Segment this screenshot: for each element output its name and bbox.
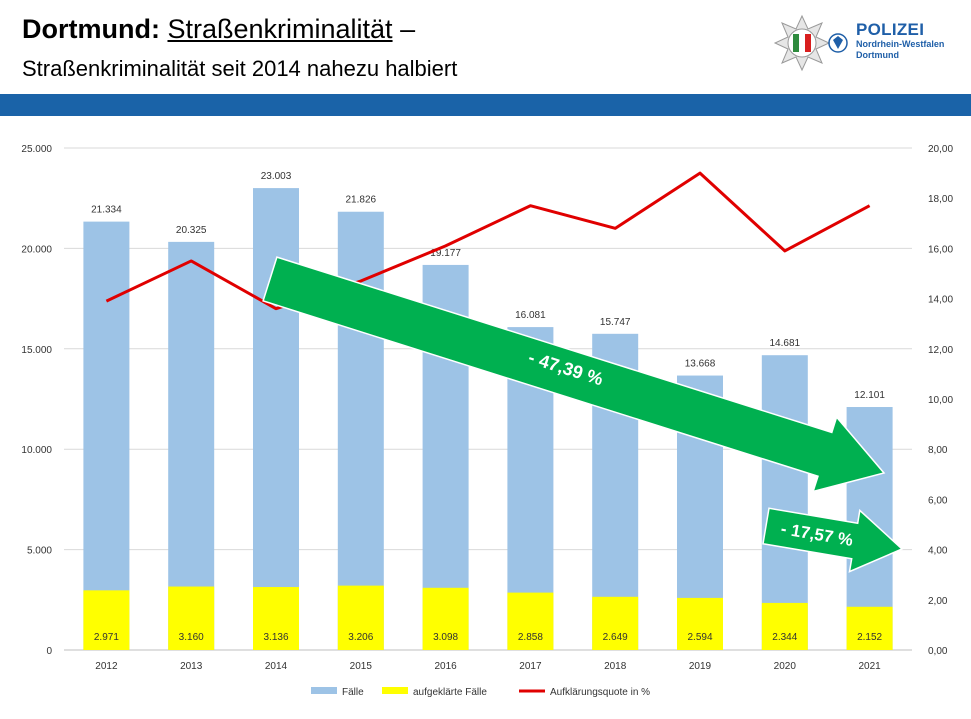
title-topic: Straßenkriminalität xyxy=(167,14,393,44)
bar-faelle xyxy=(168,241,215,650)
header-band xyxy=(0,94,971,116)
x-tick-label: 2020 xyxy=(774,661,797,672)
y-left-tick-label: 20.000 xyxy=(21,244,52,255)
legend-aufgeklaerte-faelle-label: aufgeklärte Fälle xyxy=(413,687,487,698)
bar-aufgeklaerte-faelle xyxy=(337,585,384,650)
title-dash: – xyxy=(400,14,416,44)
y-right-tick-label: 2,00 xyxy=(928,596,948,607)
data-label-faelle: 21.334 xyxy=(91,205,122,216)
x-tick-label: 2021 xyxy=(858,661,881,672)
y-left-tick-label: 0 xyxy=(46,646,52,657)
x-tick-label: 2013 xyxy=(180,661,203,672)
y-right-tick-label: 20,00 xyxy=(928,144,953,155)
data-label-faelle: 23.003 xyxy=(261,171,292,182)
bar-aufgeklaerte-faelle xyxy=(592,596,639,650)
data-label-faelle: 16.081 xyxy=(515,310,546,321)
logo-name: POLIZEI xyxy=(856,20,925,39)
police-logo: POLIZEI Nordrhein-Westfalen Dortmund xyxy=(772,14,962,74)
bar-faelle xyxy=(83,221,130,650)
logo-city: Dortmund xyxy=(856,50,899,60)
page-title: Dortmund: Straßenkriminalität – xyxy=(22,14,415,45)
legend-aufklaerungsquote-label: Aufklärungsquote in % xyxy=(550,687,650,698)
logo-region: Nordrhein-Westfalen xyxy=(856,39,945,49)
crime-chart: 21.334 2.971 20.325 3.160 23.003 3.136 21.826 3… xyxy=(21,144,953,698)
bar-aufgeklaerte-faelle xyxy=(253,587,299,650)
y-right-tick-label: 18,00 xyxy=(928,194,953,205)
line-aufklaerungsquote xyxy=(105,171,871,311)
data-label-faelle: 12.101 xyxy=(854,390,885,401)
y-right-tick-label: 16,00 xyxy=(928,244,953,255)
data-label-faelle: 13.668 xyxy=(685,359,716,370)
chart-quote-line xyxy=(105,171,871,311)
legend-faelle-swatch xyxy=(311,687,337,694)
x-tick-label: 2015 xyxy=(350,661,373,672)
bar-aufgeklaerte-faelle xyxy=(168,586,215,650)
chart-legend: Fälle aufgeklärte Fälle Aufklärungsquote i… xyxy=(311,687,650,698)
data-label-aufgeklaerte-faelle: 2.971 xyxy=(94,632,119,643)
data-label-faelle: 20.325 xyxy=(176,225,207,236)
data-label-faelle: 14.681 xyxy=(770,338,801,349)
legend-faelle-label: Fälle xyxy=(342,687,364,698)
y-right-tick-label: 12,00 xyxy=(928,345,953,356)
x-tick-label: 2018 xyxy=(604,661,627,672)
data-label-aufgeklaerte-faelle: 2.649 xyxy=(603,632,628,643)
data-label-aufgeklaerte-faelle: 3.160 xyxy=(179,632,204,643)
y-left-tick-label: 25.000 xyxy=(21,144,52,155)
data-label-aufgeklaerte-faelle: 2.858 xyxy=(518,632,543,643)
data-label-aufgeklaerte-faelle: 2.152 xyxy=(857,632,882,643)
y-left-tick-label: 10.000 xyxy=(21,445,52,456)
bar-faelle xyxy=(337,211,384,650)
data-label-aufgeklaerte-faelle: 3.136 xyxy=(263,632,288,643)
y-right-tick-label: 0,00 xyxy=(928,646,948,657)
y-left-tick-label: 15.000 xyxy=(21,345,52,356)
x-tick-label: 2016 xyxy=(434,661,457,672)
x-tick-label: 2019 xyxy=(689,661,712,672)
x-tick-label: 2014 xyxy=(265,661,288,672)
x-tick-label: 2012 xyxy=(95,661,118,672)
title-city: Dortmund: xyxy=(22,14,160,44)
trend-arrow-2019-2021 xyxy=(762,507,904,573)
trend-arrow-2014-2021 xyxy=(262,256,886,493)
y-right-tick-label: 10,00 xyxy=(928,395,953,406)
bar-faelle xyxy=(253,188,299,650)
data-label-faelle: 21.826 xyxy=(346,195,377,206)
data-label-faelle: 15.747 xyxy=(600,317,631,328)
chart-axes: 0 5.000 10.000 15.000 20.000 25.000 0,00 2,00 4,… xyxy=(21,144,953,672)
bar-aufgeklaerte-faelle xyxy=(507,592,554,650)
bar-aufgeklaerte-faelle xyxy=(677,597,723,650)
y-right-tick-label: 14,00 xyxy=(928,295,953,306)
bar-aufgeklaerte-faelle xyxy=(83,590,130,650)
y-left-tick-label: 5.000 xyxy=(27,546,52,557)
y-right-tick-label: 8,00 xyxy=(928,445,948,456)
bar-aufgeklaerte-faelle xyxy=(761,602,808,650)
data-label-aufgeklaerte-faelle: 2.344 xyxy=(772,632,797,643)
legend-aufgeklaerte-faelle-swatch xyxy=(382,687,408,694)
police-star-icon xyxy=(773,14,848,72)
page-subtitle: Straßenkriminalität seit 2014 nahezu hal… xyxy=(22,56,458,81)
data-label-faelle: 19.177 xyxy=(430,248,461,259)
bar-aufgeklaerte-faelle xyxy=(422,587,469,650)
bar-faelle xyxy=(761,355,808,650)
data-label-aufgeklaerte-faelle: 3.206 xyxy=(348,632,373,643)
data-label-aufgeklaerte-faelle: 3.098 xyxy=(433,632,458,643)
data-label-aufgeklaerte-faelle: 2.594 xyxy=(687,632,712,643)
bar-aufgeklaerte-faelle xyxy=(846,606,893,650)
y-right-tick-label: 4,00 xyxy=(928,546,948,557)
y-right-tick-label: 6,00 xyxy=(928,495,948,506)
chart-bar-labels: 21.334 2.971 20.325 3.160 23.003 3.136 21.826 3… xyxy=(91,171,885,643)
x-tick-label: 2017 xyxy=(519,661,542,672)
